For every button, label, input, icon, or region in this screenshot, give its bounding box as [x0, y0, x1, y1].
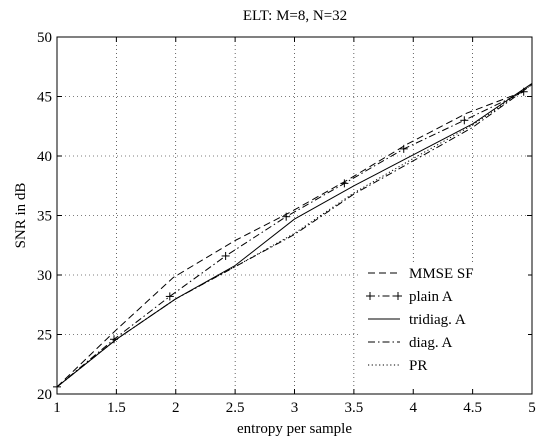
series-line	[56, 84, 533, 388]
y-tick-label: 25	[37, 328, 52, 344]
legend-item: plain A	[366, 289, 453, 305]
legend-label: plain A	[409, 289, 453, 305]
legend-label: PR	[409, 358, 427, 374]
x-tick-label: 5	[528, 400, 536, 416]
y-axis-title: SNR in dB	[13, 183, 29, 249]
series-line	[56, 84, 533, 388]
y-tick-label: 20	[37, 387, 52, 403]
series-1	[53, 87, 528, 391]
x-tick-label: 3.5	[345, 400, 364, 416]
y-tick-label: 40	[37, 149, 52, 165]
legend-item: diag. A	[368, 335, 452, 351]
chart-title: ELT: M=8, N=32	[243, 8, 347, 24]
series-3	[56, 84, 533, 388]
legend-box	[360, 262, 528, 386]
legend-item: tridiag. A	[368, 312, 466, 328]
y-tick-label: 30	[37, 268, 52, 284]
x-tick-label: 2	[172, 400, 180, 416]
x-tick-label: 3	[291, 400, 299, 416]
x-tick-label: 1	[53, 400, 61, 416]
y-tick-label: 35	[37, 209, 52, 225]
legend: MMSE SF plain A tridiag. A diag. A PR	[366, 266, 474, 374]
x-tick-label: 1.5	[107, 400, 126, 416]
series-0	[56, 90, 527, 388]
y-tick-label: 50	[37, 30, 52, 46]
series-line	[56, 90, 527, 388]
series-layer	[53, 82, 533, 391]
series-4	[56, 84, 533, 388]
axis-ticks: 1 1.5 2 2.5 3 3.5 4 4.5 5 20 25 30 35 40 45 50	[37, 30, 536, 416]
legend-item: PR	[368, 358, 427, 374]
legend-item: MMSE SF	[368, 266, 474, 282]
y-tick-label: 45	[37, 90, 52, 106]
legend-label: diag. A	[409, 335, 452, 351]
legend-label: MMSE SF	[409, 266, 474, 282]
x-tick-label: 2.5	[226, 400, 245, 416]
x-axis-title: entropy per sample	[237, 421, 352, 437]
x-tick-label: 4	[410, 400, 418, 416]
x-tick-label: 4.5	[463, 400, 482, 416]
legend-label: tridiag. A	[409, 312, 466, 328]
